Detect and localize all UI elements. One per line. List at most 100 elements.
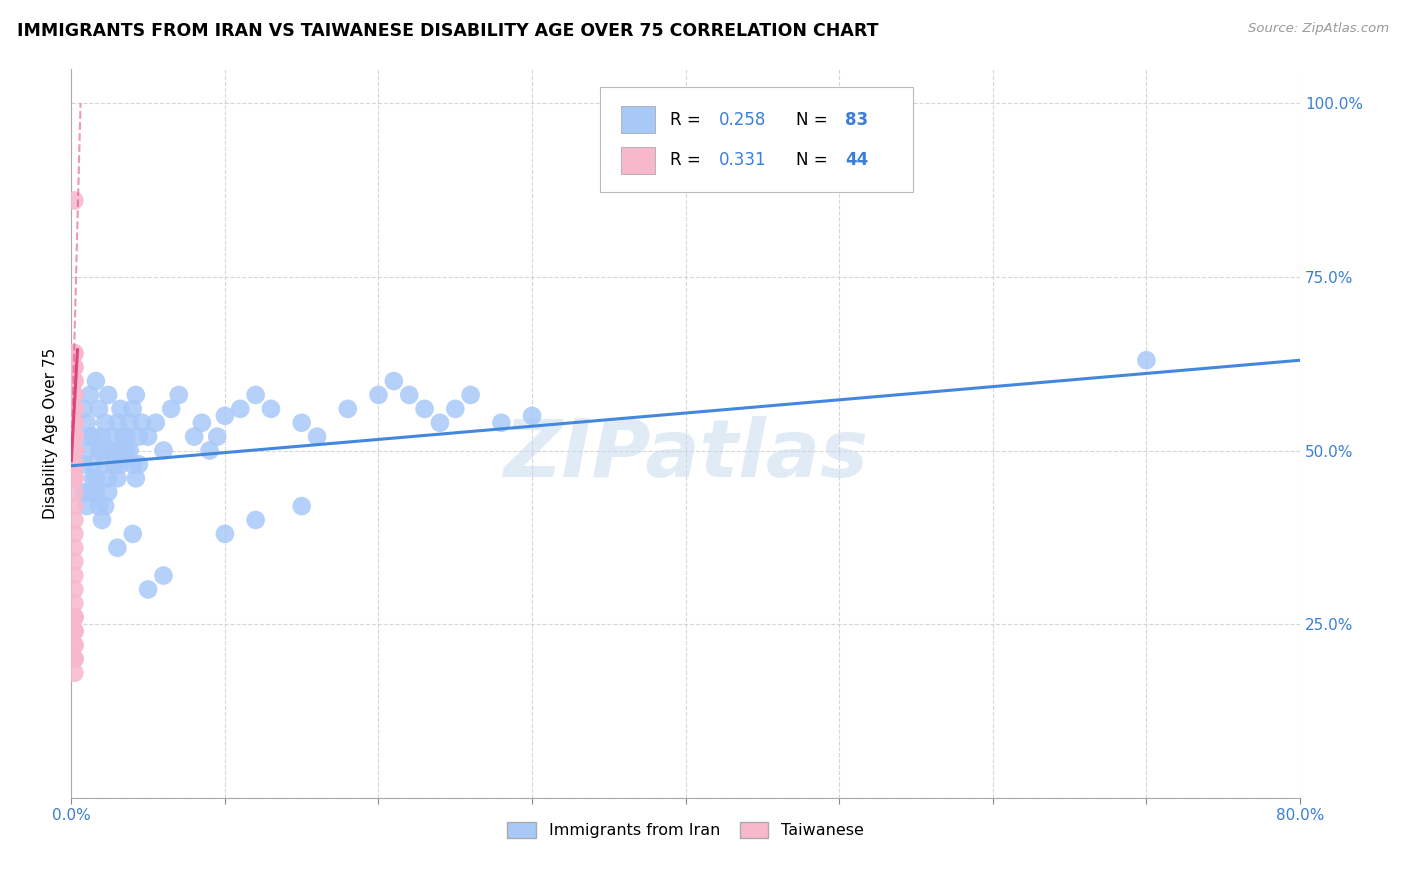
Point <box>520 409 543 423</box>
Point <box>63 443 86 458</box>
Point <box>115 429 138 443</box>
Point <box>115 443 138 458</box>
Point <box>76 416 98 430</box>
Text: N =: N = <box>796 152 834 169</box>
Text: IMMIGRANTS FROM IRAN VS TAIWANESE DISABILITY AGE OVER 75 CORRELATION CHART: IMMIGRANTS FROM IRAN VS TAIWANESE DISABI… <box>17 22 879 40</box>
Point <box>87 499 110 513</box>
Point <box>118 443 141 458</box>
Point <box>63 458 86 472</box>
Point <box>63 638 86 652</box>
Point <box>229 401 252 416</box>
Point <box>79 485 101 500</box>
Point <box>94 499 117 513</box>
Point <box>84 485 107 500</box>
Point <box>94 416 117 430</box>
Point <box>214 527 236 541</box>
Point <box>245 513 267 527</box>
Point <box>63 610 86 624</box>
Point <box>72 401 94 416</box>
Point <box>84 374 107 388</box>
Point <box>76 499 98 513</box>
Point <box>112 429 135 443</box>
FancyBboxPatch shape <box>599 87 912 193</box>
Text: N =: N = <box>796 111 834 128</box>
Point <box>84 471 107 485</box>
Point <box>79 388 101 402</box>
Point <box>112 443 135 458</box>
Point <box>82 471 104 485</box>
Point <box>105 541 128 555</box>
Point <box>82 429 104 443</box>
Point <box>63 374 86 388</box>
Point <box>97 388 120 402</box>
Point <box>63 471 86 485</box>
Point <box>100 429 122 443</box>
Point <box>63 541 86 555</box>
Point <box>121 527 143 541</box>
Point <box>72 485 94 500</box>
Point <box>125 471 148 485</box>
Point <box>145 416 167 430</box>
Point <box>63 513 86 527</box>
Point <box>94 458 117 472</box>
Point <box>63 443 86 458</box>
Text: ZIPatlas: ZIPatlas <box>503 416 868 494</box>
Point <box>63 624 86 639</box>
Point <box>63 401 86 416</box>
Point <box>460 388 482 402</box>
Point <box>63 458 86 472</box>
Point <box>382 374 405 388</box>
Point <box>336 401 359 416</box>
Point <box>367 388 389 402</box>
Point <box>97 471 120 485</box>
Point <box>63 652 86 666</box>
Point <box>87 443 110 458</box>
Point <box>63 582 86 597</box>
Point <box>63 638 86 652</box>
Point <box>63 555 86 569</box>
Text: Source: ZipAtlas.com: Source: ZipAtlas.com <box>1249 22 1389 36</box>
Point <box>63 610 86 624</box>
Point <box>152 568 174 582</box>
Point <box>125 388 148 402</box>
Y-axis label: Disability Age Over 75: Disability Age Over 75 <box>44 348 58 519</box>
Point <box>63 458 86 472</box>
Point <box>63 388 86 402</box>
Point <box>183 429 205 443</box>
Point <box>63 346 86 360</box>
Text: 0.331: 0.331 <box>718 152 766 169</box>
Point <box>63 360 86 375</box>
Point <box>63 360 86 375</box>
Point <box>167 388 190 402</box>
Point <box>191 416 214 430</box>
Legend: Immigrants from Iran, Taiwanese: Immigrants from Iran, Taiwanese <box>501 815 870 845</box>
Point <box>128 458 150 472</box>
Point <box>63 499 86 513</box>
Point <box>198 443 221 458</box>
Point <box>100 443 122 458</box>
Point <box>63 596 86 610</box>
Point <box>87 401 110 416</box>
Point <box>63 416 86 430</box>
Point <box>105 416 128 430</box>
Point <box>63 527 86 541</box>
Point <box>118 416 141 430</box>
Point <box>63 485 86 500</box>
Point <box>152 443 174 458</box>
Point <box>79 429 101 443</box>
Point <box>136 582 159 597</box>
Point <box>260 401 283 416</box>
Point <box>63 652 86 666</box>
Point <box>63 374 86 388</box>
Point <box>63 624 86 639</box>
Point <box>429 416 451 430</box>
Point <box>491 416 513 430</box>
Point <box>121 458 143 472</box>
Point <box>413 401 436 416</box>
Text: 83: 83 <box>845 111 869 128</box>
Point <box>91 513 114 527</box>
Point <box>160 401 183 416</box>
Point <box>136 429 159 443</box>
Point <box>63 652 86 666</box>
Point <box>131 416 153 430</box>
